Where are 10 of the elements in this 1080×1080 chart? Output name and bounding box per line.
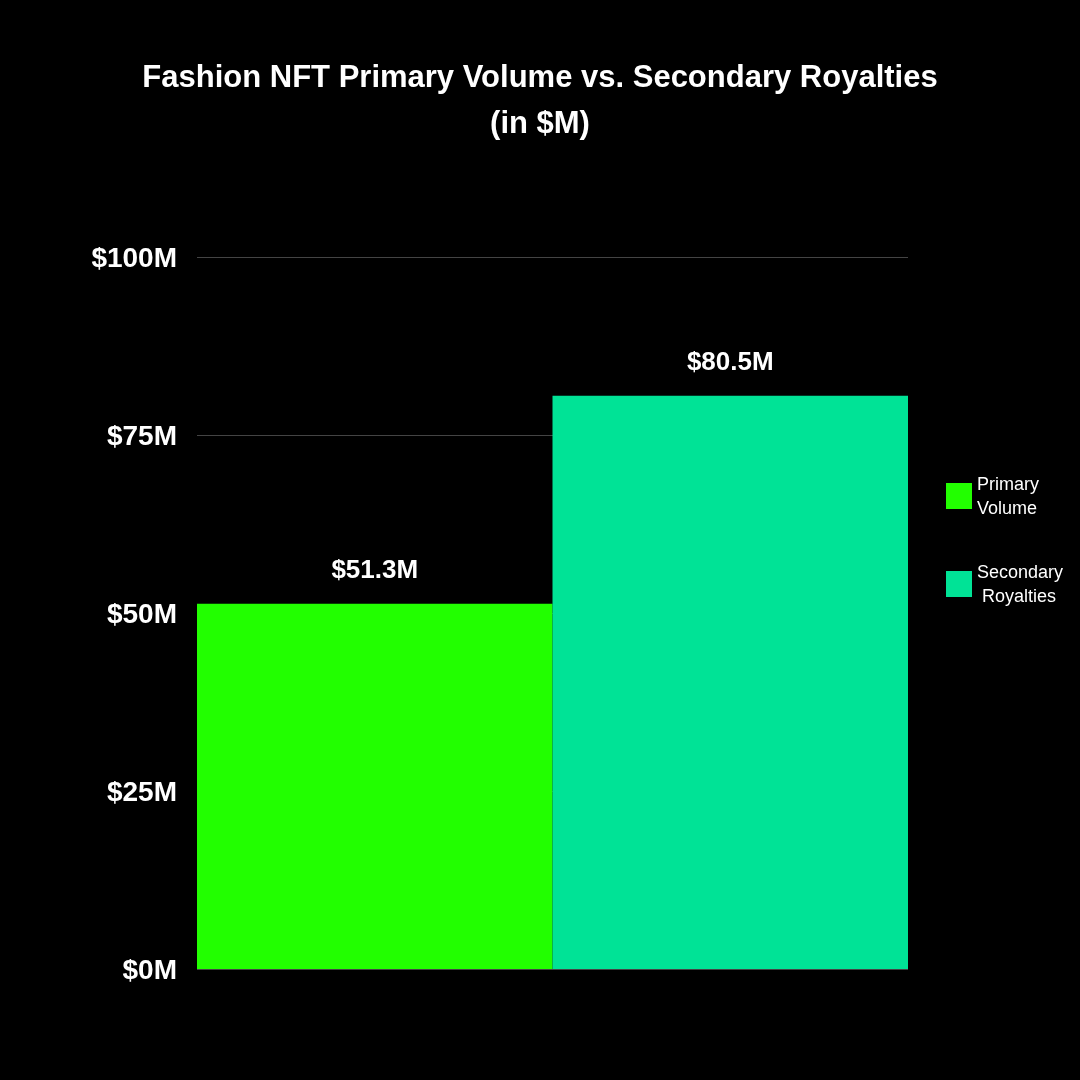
y-tick-label: $100M: [91, 241, 177, 273]
y-tick-label: $0M: [122, 953, 177, 985]
legend-label: Secondary Royalties: [977, 562, 1064, 606]
data-label: $80.5M: [686, 345, 774, 376]
chart-title: Fashion NFT Primary Volume vs. Secondary Royalties (in $M): [142, 58, 938, 140]
legend-label: Primary Volume: [977, 474, 1044, 518]
y-tick-label: $25M: [106, 775, 177, 807]
y-tick-label: $50M: [106, 597, 177, 629]
y-tick-label: $75M: [106, 419, 177, 451]
data-label: $51.3M: [331, 553, 419, 584]
